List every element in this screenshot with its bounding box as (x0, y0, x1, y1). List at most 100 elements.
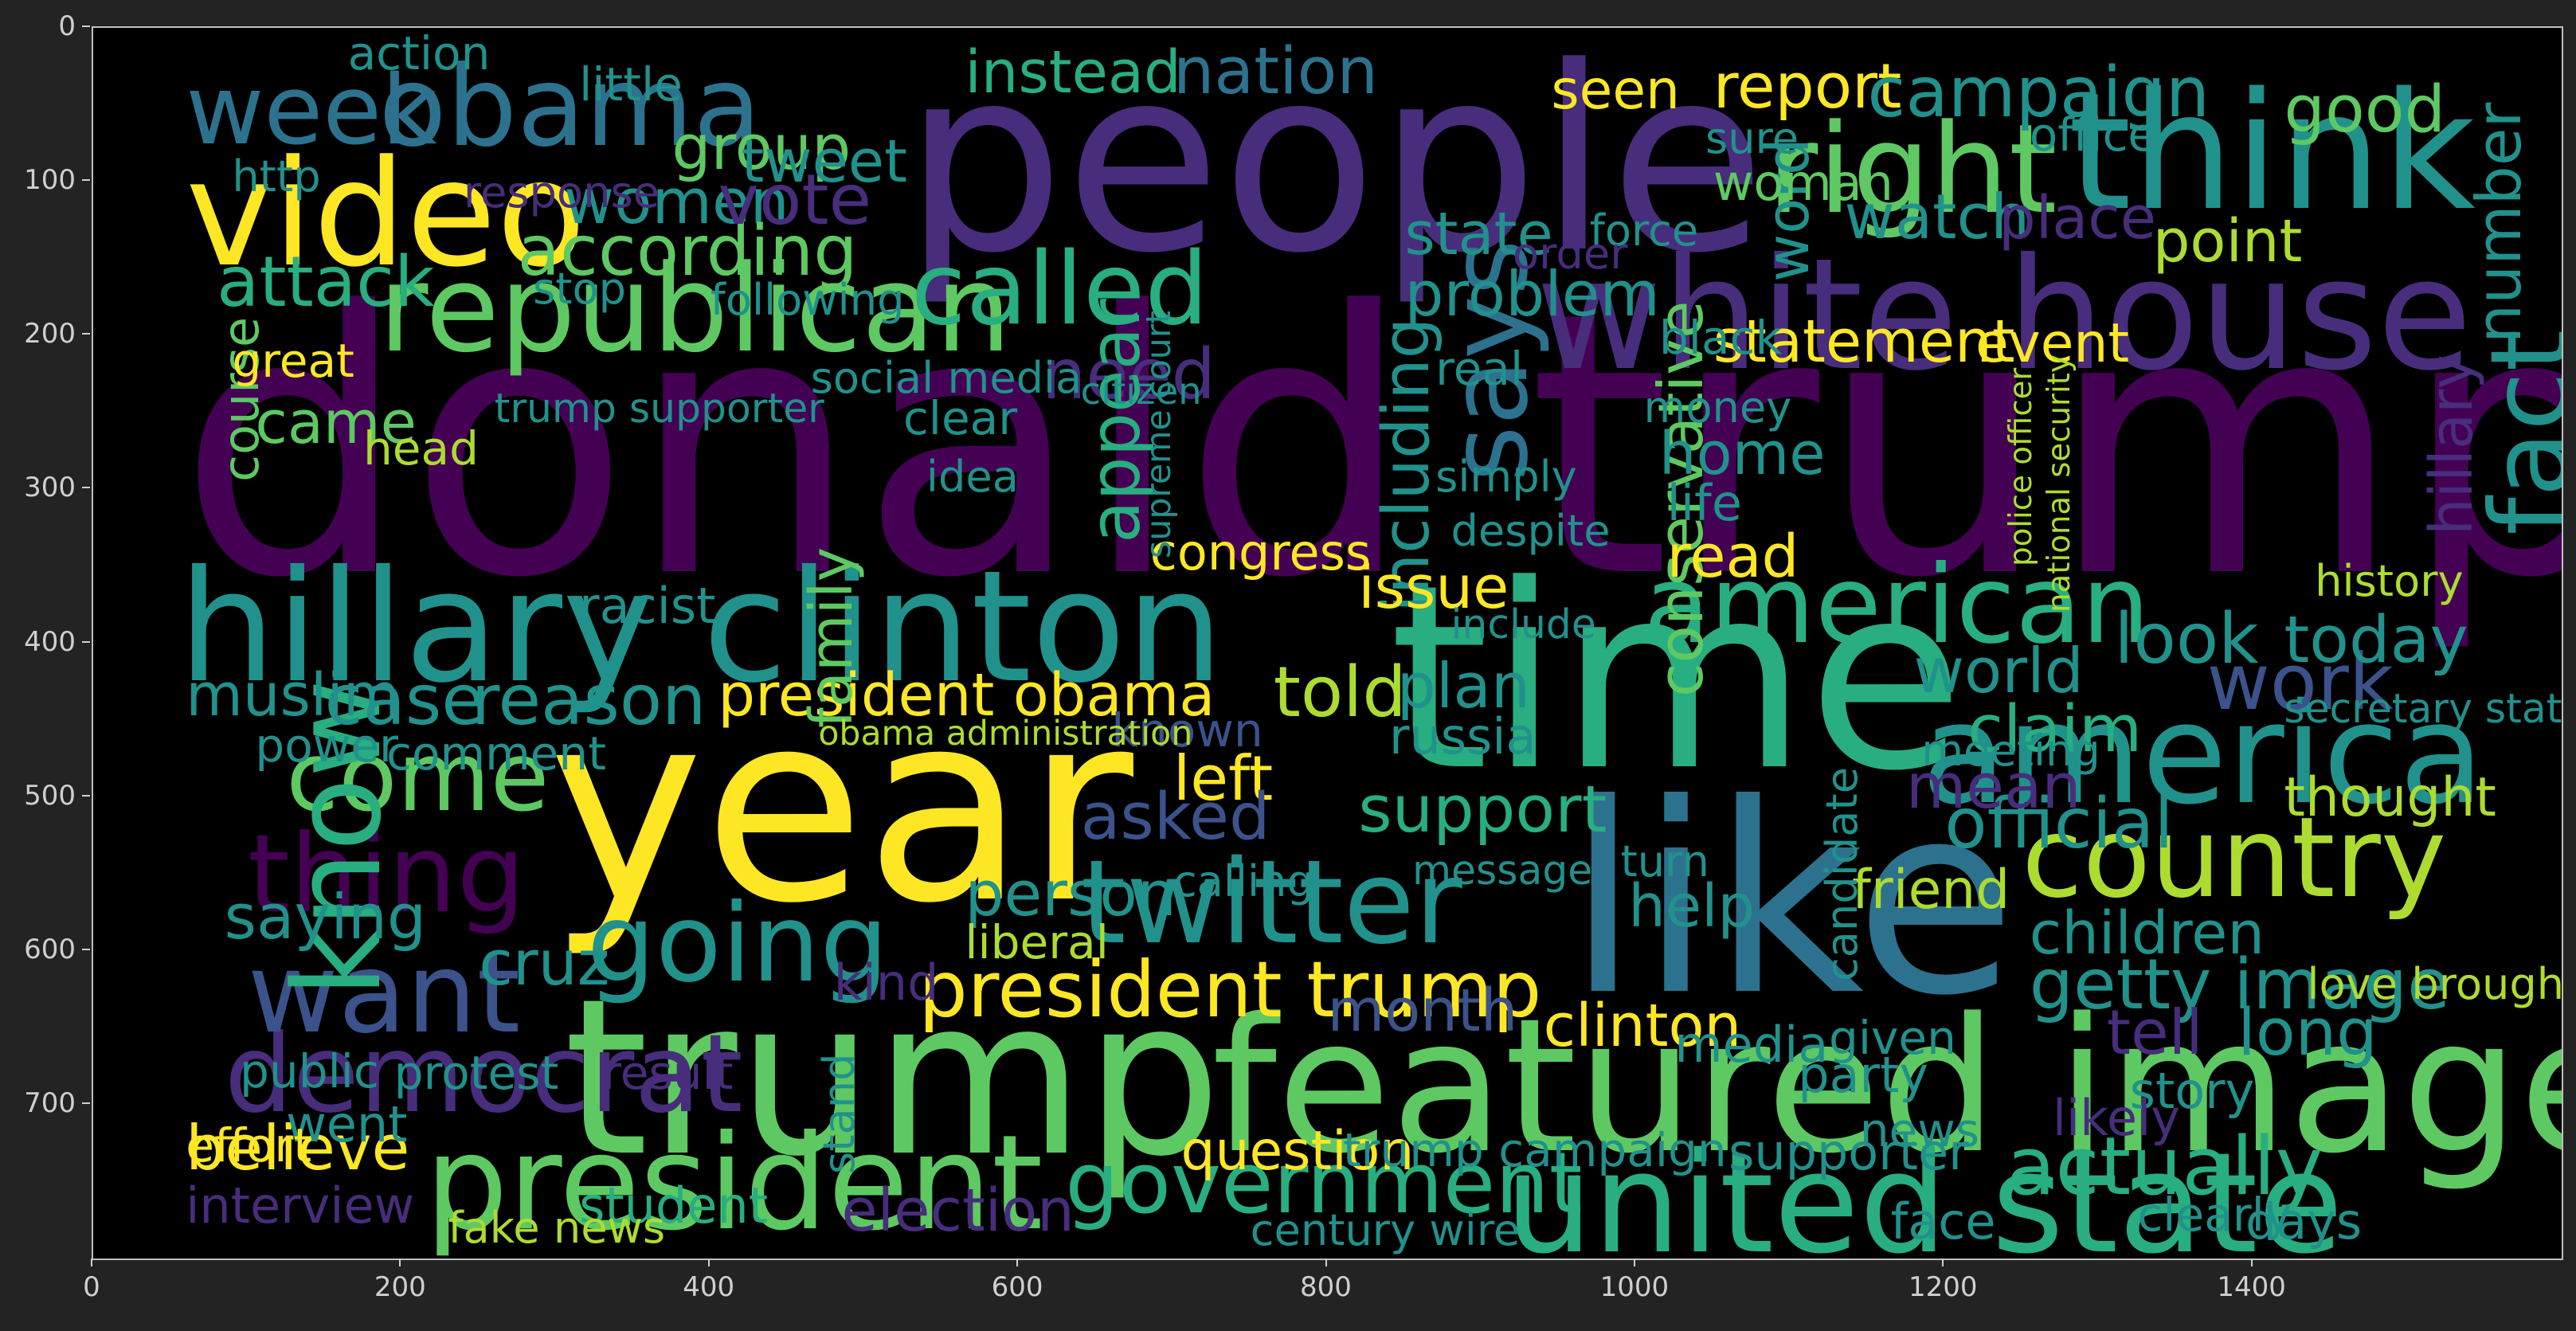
wordcloud-word: getty image (2029, 944, 2450, 1026)
wordcloud-word: likely (2052, 1089, 2180, 1148)
wordcloud-word: muslim (186, 661, 401, 730)
wordcloud-word: campaign (1867, 52, 2210, 134)
wordcloud-word: need (1042, 333, 1216, 415)
y-tick-label: 600 (24, 933, 76, 965)
y-tick-mark (82, 794, 90, 797)
wordcloud-word: clearly (2137, 1188, 2292, 1243)
wordcloud-word: supporter (1728, 1122, 1969, 1181)
x-tick-mark (399, 1259, 401, 1266)
wordcloud-word: interview (186, 1176, 415, 1235)
wordcloud-word: reason (471, 660, 707, 742)
y-tick-label: 300 (24, 472, 76, 504)
wordcloud-word: office (2029, 108, 2157, 162)
wordcloud-word: seen (1551, 57, 1681, 121)
wordcloud-word: meeting (1921, 725, 2100, 776)
wordcloud-word: issue (1358, 554, 1509, 622)
wordcloud-word: days (2245, 1192, 2363, 1251)
wordcloud-word: police officer (2002, 367, 2039, 566)
wordcloud-word: stand (814, 1053, 865, 1174)
wordcloud-word: question (1180, 1119, 1415, 1183)
wordcloud-word: idea (926, 452, 1019, 503)
wordcloud-word: russia (1388, 707, 1537, 766)
wordcloud-word: little (579, 57, 683, 112)
wordcloud-word: featured image (1212, 978, 2563, 1195)
wordcloud-word: century wire (1250, 1205, 1521, 1256)
wordcloud-word: thing (247, 811, 526, 938)
wordcloud-word: congress (1149, 523, 1372, 581)
wordcloud-word: woman (1713, 154, 1893, 213)
wordcloud-word: love brought (2307, 959, 2563, 1010)
wordcloud-word: include (1450, 600, 1596, 648)
wordcloud-word: like (1566, 746, 2017, 1053)
x-tick-label: 200 (374, 1271, 426, 1303)
wordcloud-word: friend (1852, 857, 2010, 921)
wordcloud-word: http (232, 151, 321, 202)
wordcloud-word: help (1628, 872, 1756, 941)
wordcloud-word: year (548, 655, 1133, 961)
wordcloud-word: simply (1435, 452, 1577, 503)
wordcloud-word: response (463, 166, 660, 217)
wordcloud-word: country (2022, 793, 2447, 922)
x-tick-label: 400 (683, 1271, 735, 1303)
wordcloud-word: came (255, 390, 417, 458)
wordcloud-word: following (710, 274, 905, 325)
wordcloud-word: power (255, 718, 398, 773)
wordcloud-word: stop (533, 264, 627, 315)
wordcloud-word: left (1173, 743, 1274, 816)
wordcloud-word: black (1658, 311, 1783, 366)
wordcloud-word: life (1666, 473, 1742, 532)
wordcloud-word: republican (378, 239, 1012, 380)
y-tick-mark (82, 948, 90, 950)
wordcloud-word: american (1643, 542, 2151, 668)
wordcloud-word: number (2463, 102, 2535, 343)
wordcloud-word: think (2068, 57, 2476, 246)
wordcloud-word: family (797, 546, 866, 728)
x-tick-mark (1633, 1259, 1635, 1266)
wordcloud-word: attack (216, 241, 435, 323)
wordcloud-word: donald trump (178, 235, 2563, 657)
wordcloud-word: long (2237, 994, 2378, 1071)
wordcloud-word: order (1512, 229, 1628, 280)
y-tick-label: 500 (24, 779, 76, 812)
wordcloud-word: action (347, 26, 491, 80)
wordcloud-word: america (1921, 673, 2484, 836)
wordcloud-word: called (910, 229, 1209, 347)
wordcloud-word: head (362, 421, 479, 476)
wordcloud-word: time (1388, 530, 1964, 828)
wordcloud-word: twitter (1080, 836, 1462, 971)
wordcloud-word: world (1913, 636, 2084, 707)
wordcloud-word: work (2206, 637, 2394, 728)
wordcloud-word: party (1798, 1046, 1928, 1105)
wordcloud-word: going (586, 879, 889, 1006)
wordcloud-plot-area: donald trump people year time like trump featu… (92, 26, 2563, 1260)
wordcloud-word: candidate (1817, 767, 1868, 982)
wordcloud-word: government (1065, 1134, 1583, 1234)
wordcloud-word: tweet (741, 127, 907, 196)
y-tick-mark (82, 333, 90, 335)
y-tick-mark (82, 179, 90, 182)
wordcloud-word: group (671, 112, 851, 185)
x-tick-mark (1016, 1259, 1019, 1266)
wordcloud-word: thought (2284, 765, 2496, 829)
wordcloud-word: children (2029, 900, 2265, 969)
wordcloud-word: comment (386, 726, 607, 781)
wordcloud-word: trump (563, 951, 1222, 1204)
wordcloud-word: fake news (448, 1202, 666, 1253)
x-tick-label: 1400 (2217, 1271, 2286, 1303)
wordcloud-word: statement (1713, 307, 2015, 376)
wordcloud-word: support (1358, 771, 1607, 848)
wordcloud-word: supreme court (1139, 311, 1180, 559)
wordcloud-word: great (232, 334, 354, 389)
x-tick-label: 600 (991, 1271, 1043, 1303)
wordcloud-word: election (841, 1176, 1075, 1245)
wordcloud-word: kind (833, 953, 939, 1012)
wordcloud-word: national security (2042, 354, 2078, 613)
wordcloud-word: public (240, 1044, 379, 1099)
y-tick-label: 200 (24, 318, 76, 350)
wordcloud-word: told (1273, 652, 1407, 734)
x-tick-label: 1200 (1908, 1271, 1978, 1303)
wordcloud-word: today (2284, 602, 2468, 679)
wordcloud-word: message (1412, 846, 1593, 894)
x-tick-mark (707, 1259, 710, 1266)
wordcloud-word: report (1713, 51, 1902, 123)
